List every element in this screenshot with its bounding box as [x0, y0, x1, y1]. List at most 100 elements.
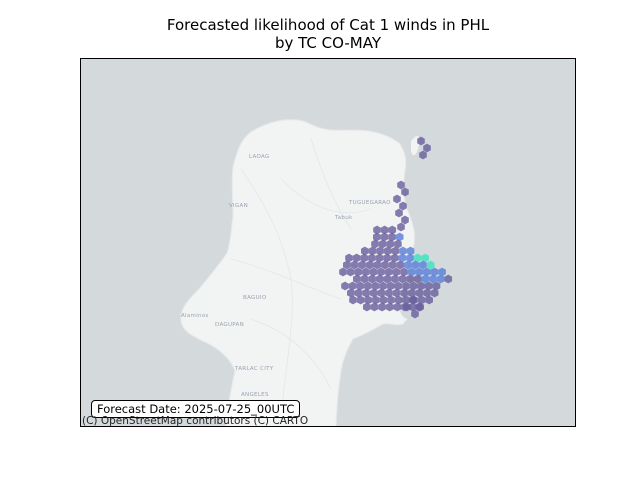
- hexbin-cell: [362, 267, 370, 277]
- hexbin-cell: [417, 281, 425, 291]
- hexbin-cell: [348, 281, 357, 291]
- hexbin-cell: [365, 260, 374, 270]
- hexbin-cell: [398, 253, 407, 263]
- hexbin-cell: [403, 302, 411, 312]
- hexbin-cell: [368, 253, 376, 263]
- hexbin-cell: [343, 260, 351, 270]
- hexbin-cell: [388, 232, 396, 242]
- hexbin-cell: [393, 302, 402, 312]
- hexbin-cell: [401, 215, 409, 225]
- hexbin-cell: [378, 239, 387, 249]
- map-canvas[interactable]: LAOAG VIGAN TUGUEGARAO Tabuk BAGUIO DAGU…: [81, 59, 576, 427]
- label-tabuk: Tabuk: [334, 215, 353, 221]
- hexbin-cell: [353, 274, 361, 284]
- hexbin-cell: [388, 225, 397, 235]
- hexbin-cell: [375, 253, 384, 263]
- hexbin-cell: [380, 232, 389, 242]
- hexbin-cell: [415, 302, 423, 312]
- hexbin-cell: [384, 267, 393, 277]
- hexbin-cell: [419, 260, 427, 270]
- hexbin-cell: [370, 302, 379, 312]
- hexbin-cell: [395, 208, 403, 218]
- hexbin-cell: [413, 253, 422, 263]
- map-panel[interactable]: LAOAG VIGAN TUGUEGARAO Tabuk BAGUIO DAGU…: [80, 58, 576, 427]
- hexbin-cell: [390, 253, 399, 263]
- label-tarlac: TARLAC CITY: [234, 366, 274, 372]
- hexbin-cell: [444, 274, 453, 284]
- chart-title: Forecasted likelihood of Cat 1 winds in …: [0, 16, 640, 52]
- hexbin-cell: [429, 274, 437, 284]
- hexbin-cell: [432, 281, 441, 291]
- label-baguio: BAGUIO: [243, 295, 267, 301]
- hexbin-cell: [377, 288, 386, 298]
- hexbin-cell: [345, 253, 353, 263]
- label-laoag: LAOAG: [249, 154, 270, 160]
- hexbin-cell: [399, 201, 407, 211]
- hexbin-cell: [408, 288, 416, 298]
- hexbin-cell: [373, 260, 382, 270]
- hexbin-cell: [414, 274, 422, 284]
- hexbin-cell: [393, 194, 401, 204]
- luzon-landmass: [180, 119, 416, 426]
- hexbin-cell: [379, 295, 388, 305]
- label-dagupan: DAGUPAN: [215, 322, 244, 328]
- hexbin-cell: [364, 281, 372, 291]
- hexbin-cell: [409, 295, 417, 305]
- hexbin-cell: [426, 260, 435, 270]
- hexbin-cell: [383, 246, 392, 256]
- hexbin-cell: [394, 239, 402, 249]
- hexbin-cell: [406, 246, 415, 256]
- hexbin-cell: [436, 274, 445, 284]
- hexbin-cell: [397, 222, 405, 232]
- hexbin-cell: [373, 225, 381, 235]
- hexbin-cell: [392, 288, 401, 298]
- hexbin-cell: [415, 288, 424, 298]
- hexbin-cell: [417, 136, 425, 146]
- hexbin-cell: [360, 274, 369, 284]
- hexbin-cell: [411, 309, 419, 319]
- hexbin-cell: [430, 288, 439, 298]
- hexbin-cell: [341, 281, 349, 291]
- hexbin-cell: [361, 246, 369, 256]
- hexbin-cell: [358, 260, 366, 270]
- hexbin-cell: [394, 295, 403, 305]
- hexbin-cell: [364, 295, 373, 305]
- hexbin-cell: [379, 281, 387, 291]
- forecast-date-box: Forecast Date: 2025-07-25_00UTC: [91, 400, 301, 418]
- hexbin-cell: [356, 295, 365, 305]
- label-angeles: ANGELES: [241, 392, 269, 398]
- hexbin-cell: [375, 274, 384, 284]
- hexbin-cell: [400, 267, 408, 277]
- hexbin-cell: [352, 253, 361, 263]
- hexbin-cell: [398, 274, 407, 284]
- hexbin-cell: [368, 246, 377, 256]
- hexbin-cell: [401, 187, 409, 197]
- hexbin-cell: [411, 260, 420, 270]
- hexbin-cell: [347, 288, 355, 298]
- hexbin-cell: [400, 288, 408, 298]
- hexbin-cell: [377, 267, 385, 277]
- hexbin-cell: [373, 232, 381, 242]
- map-attribution: (C) OpenStreetMap contributors (C) CARTO: [82, 415, 309, 427]
- hexbin-cell: [399, 246, 407, 256]
- hexbin-cell: [346, 267, 355, 277]
- hexbin-cell: [406, 274, 414, 284]
- hexbin-cell: [354, 267, 363, 277]
- hexbin-cell: [388, 260, 397, 270]
- hexbin-cell: [423, 288, 431, 298]
- hexbin-cell: [392, 267, 401, 277]
- hexbin-cell: [425, 295, 433, 305]
- hexbin-cell: [395, 232, 404, 242]
- hexbin-cell: [368, 274, 376, 284]
- hexbin-cell: [371, 281, 380, 291]
- hexbin-cell: [417, 295, 426, 305]
- hexbin-cell: [419, 150, 427, 160]
- hexbin-cell: [378, 302, 386, 312]
- hexbin-cell: [409, 281, 418, 291]
- title-line-2: by TC CO-MAY: [274, 34, 381, 52]
- likelihood-hexbin-layer: [339, 136, 453, 319]
- hexbin-cell: [423, 267, 431, 277]
- hexbin-cell: [360, 253, 369, 263]
- hexbin-cell: [349, 295, 357, 305]
- hexbin-cell: [404, 260, 412, 270]
